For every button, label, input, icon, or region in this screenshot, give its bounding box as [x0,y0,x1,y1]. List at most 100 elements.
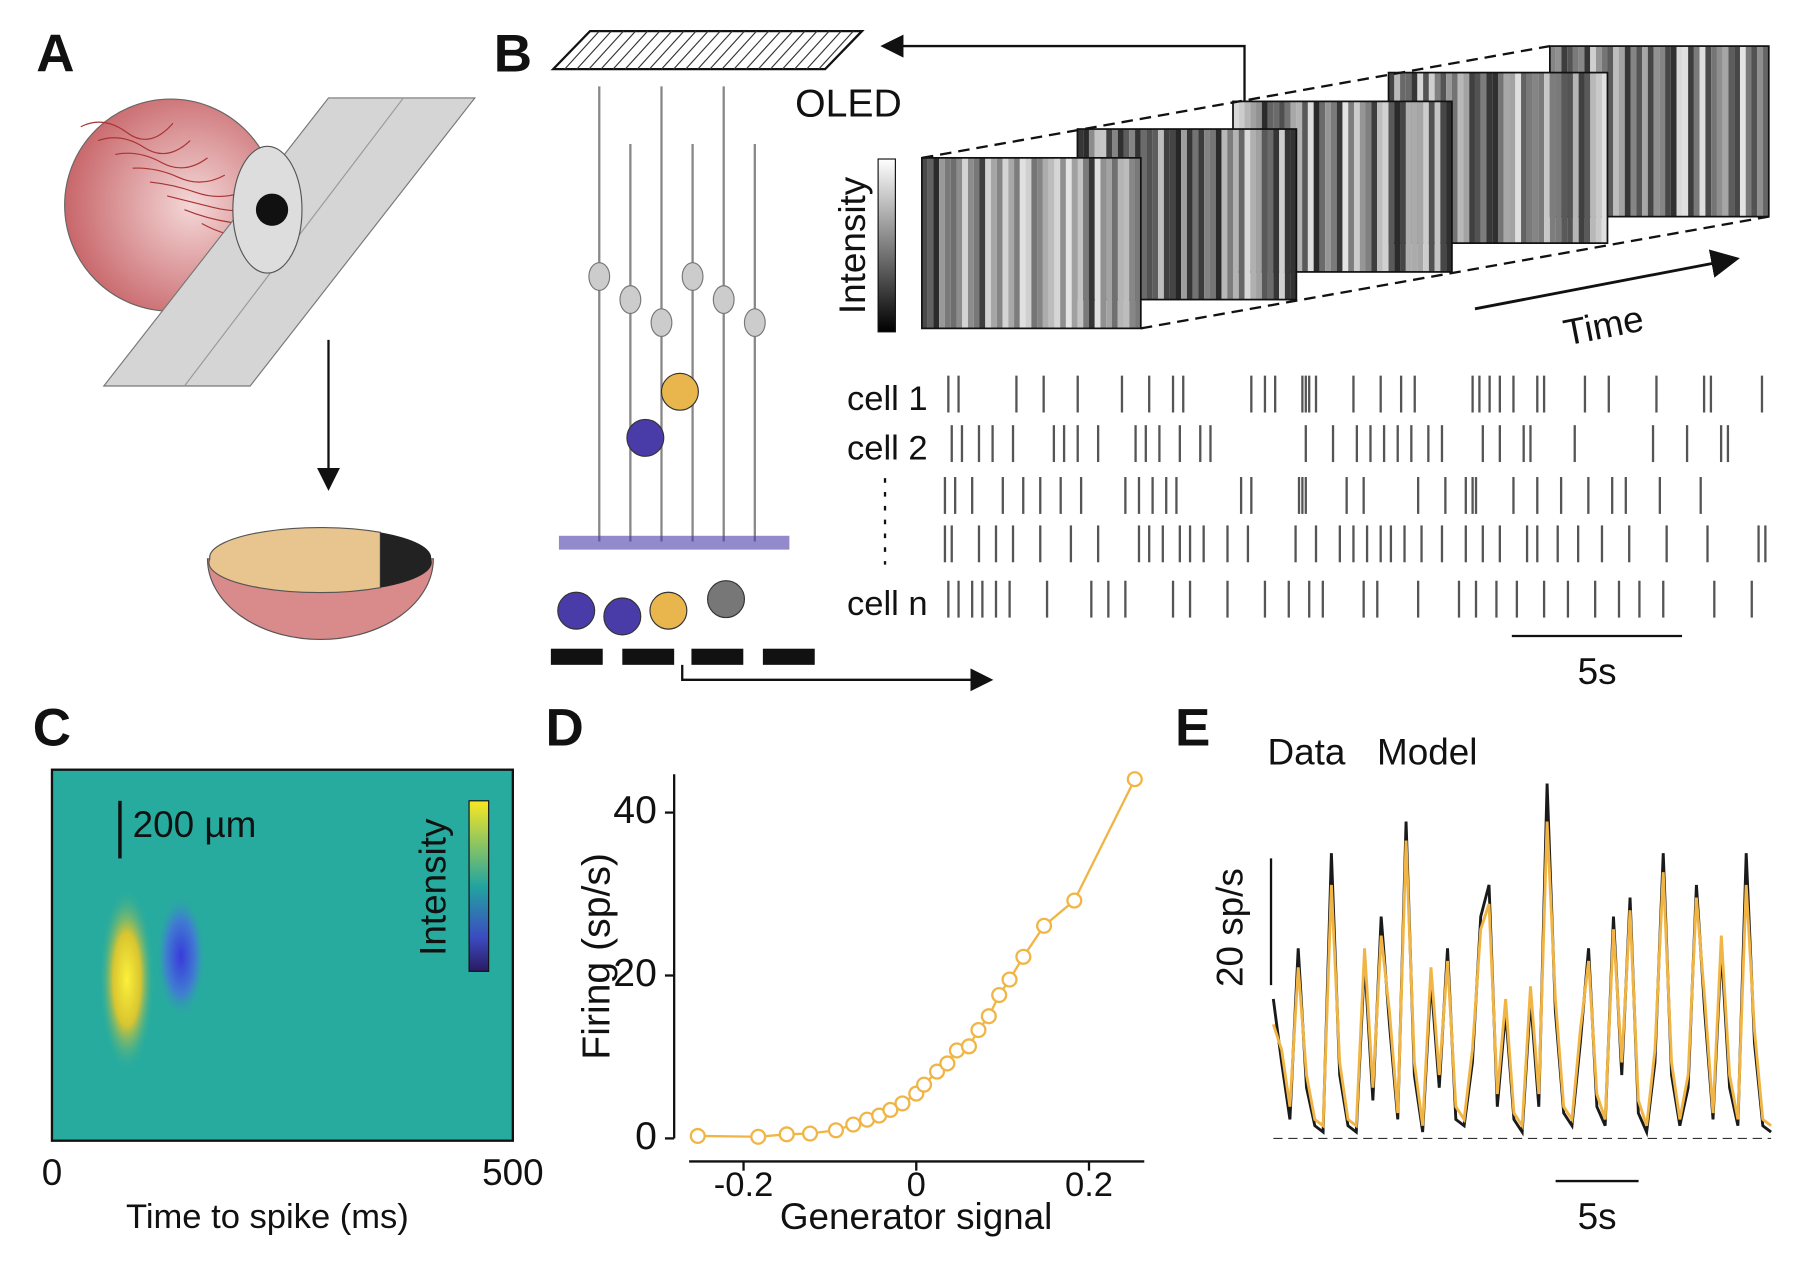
frame-stripe [1060,157,1066,329]
frame-stripe [1088,157,1095,329]
oled-plate [550,29,865,71]
frame-stripe [1371,101,1378,272]
point [845,1116,862,1133]
electrode [622,648,675,665]
label: 200 µm [133,804,257,845]
stripe [588,30,624,70]
frame-stripe [1054,157,1061,329]
frame-stripe [979,157,986,329]
frame-stripe [1722,46,1729,217]
frame-stripe [1279,129,1285,300]
stripe [612,30,649,70]
stripe [648,30,685,70]
frame-stripe [1106,157,1113,329]
frame-stripe [1261,129,1268,300]
frame-stripe [1348,101,1354,272]
frame-stripe [1457,72,1464,244]
frame-stripe [950,157,957,329]
label: 40 [613,789,657,832]
frame-stripe [1313,101,1320,272]
point [991,986,1008,1004]
label: Generator signal [780,1196,1053,1237]
retina-dark [380,532,432,588]
frame-stripe [1670,46,1677,217]
stripe [794,30,830,70]
point [778,1126,795,1143]
frame-stripe [1532,72,1539,244]
frame-stripe [1428,101,1435,272]
frame-stripe [1751,46,1758,217]
frame-stripe [1693,46,1700,217]
frame-stripe [1146,129,1153,300]
frame-stripe [1647,46,1654,217]
feed-arrow [880,34,1246,102]
cell [649,591,688,630]
frame-stripe [1463,72,1470,244]
label: D [546,699,584,758]
frame-stripe [1515,72,1522,244]
frame-stripe [1204,129,1210,300]
point [750,1128,767,1145]
label: cell n [847,585,928,623]
cell [707,580,746,619]
vessel [97,137,191,155]
label: Data [1268,731,1346,772]
point [882,1101,899,1118]
point [970,1022,987,1039]
frame-stripe [1498,72,1504,244]
soma [681,262,704,291]
frame-stripe [962,157,968,329]
electrode [691,648,744,665]
label: Intensity [412,818,453,956]
frame-stripe [1734,46,1740,217]
cell [660,372,699,411]
label: Time [1560,298,1647,354]
frame-stripe [1158,129,1164,300]
frame-stripe [1757,46,1764,217]
frame-stripe [921,157,928,329]
frame-stripe [1607,46,1614,217]
soma [619,285,642,314]
retina [208,526,381,594]
frame-stripe [1267,129,1274,300]
frame-stripe [1117,157,1124,329]
label: 0.2 [1065,1166,1113,1204]
electrode [762,648,815,665]
label: 5s [1578,1196,1617,1237]
frame-stripe [1250,129,1257,300]
frame-stripe [967,157,974,329]
frame [921,156,1142,330]
bipolar-layer [558,535,790,550]
frame-stripe [1123,157,1130,329]
frame-stripe [1365,101,1372,272]
frame-stripe [1676,46,1683,217]
frame-stripe [1359,101,1366,272]
point [928,1063,946,1080]
label: A [36,25,74,84]
frame-stripe [1630,46,1637,217]
label: -0.2 [714,1166,774,1204]
cell [626,418,665,457]
label: 500 [482,1152,543,1193]
stripe [769,30,806,70]
frame-stripe [1544,72,1550,244]
frame-stripe [1290,129,1297,300]
frame-stripe [1135,157,1141,329]
frame-stripe [1549,72,1556,244]
frame-stripe [1521,72,1527,244]
stripe [576,30,612,70]
stripe [745,30,782,70]
label: 0 [907,1166,926,1204]
frame-stripe [1590,72,1596,244]
hot-spot [99,887,155,1072]
label: Intensity [832,176,873,314]
stripe [782,30,818,70]
frame-stripe [1083,157,1089,329]
stripe [600,30,636,70]
stripe [685,30,721,70]
frame-stripe [1377,101,1383,272]
frame-stripe [1302,101,1308,272]
point [939,1055,956,1072]
frame-stripe [1446,101,1452,272]
